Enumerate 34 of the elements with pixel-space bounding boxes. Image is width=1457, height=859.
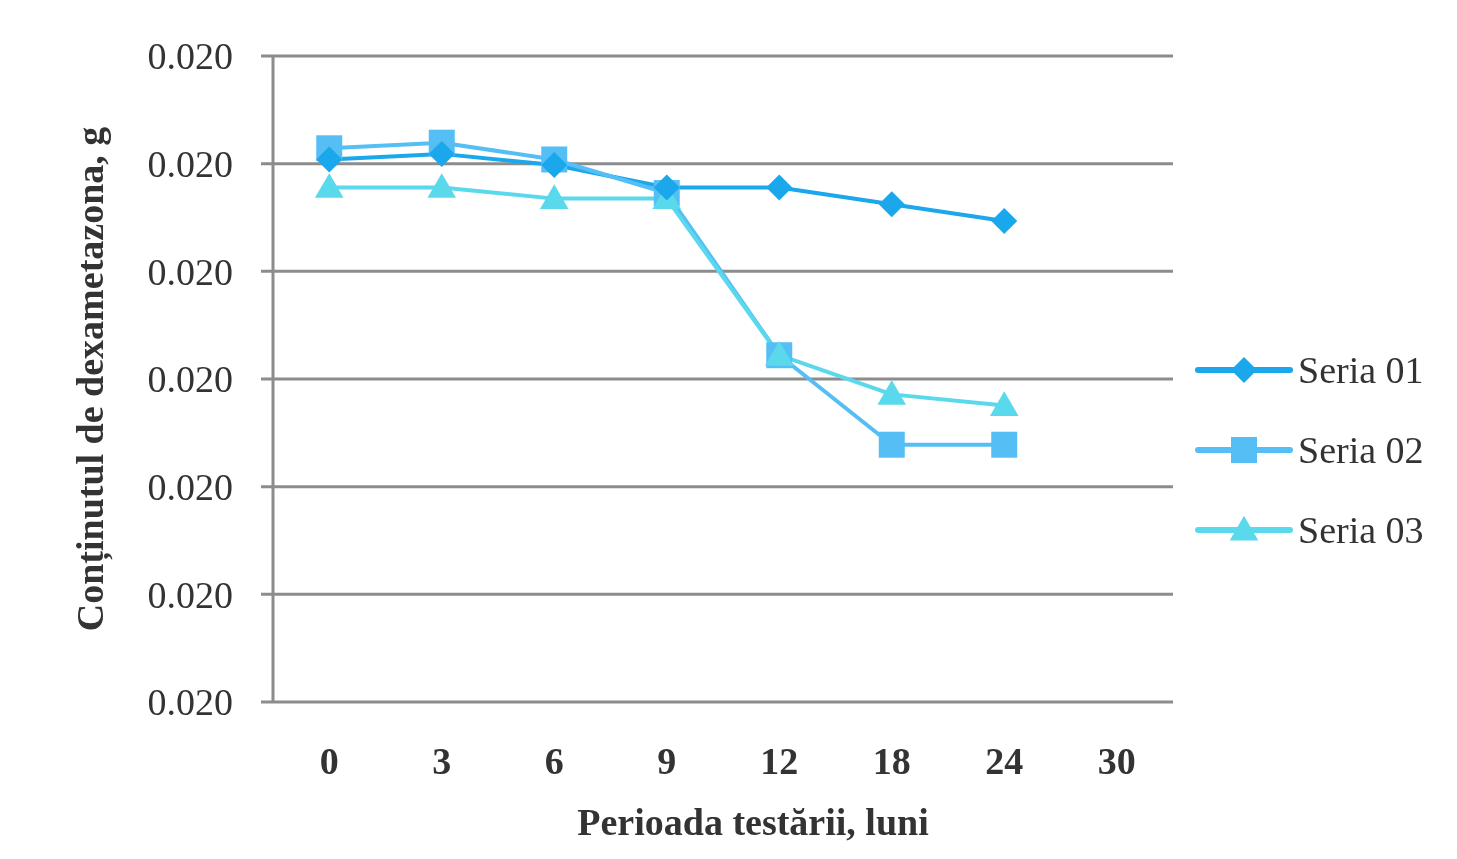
point [991,208,1018,234]
x-tick-label: 18 [872,740,911,782]
text: 0.020 [147,358,233,401]
text: 0.020 [147,681,233,724]
text: 0.020 [147,573,233,616]
legend-label: Seria 02 [1298,429,1424,472]
point [766,174,793,201]
point [653,174,680,201]
x-tick-label: 6 [544,740,564,782]
point [541,152,568,179]
point [539,184,569,210]
text: 0.020 [147,465,233,508]
x-tick-label: 24 [985,740,1024,782]
point [316,146,343,173]
point [314,173,344,198]
point [991,431,1018,458]
point [989,391,1019,416]
x-tick-label: 30 [1097,740,1136,782]
y-axis-title: Conținutul de dexametazona, g [69,126,113,632]
legend-label: Seria 01 [1298,349,1424,392]
point [428,140,455,167]
x-axis-title: Perioada testării, luni [577,801,929,843]
x-tick-label: 12 [760,740,799,782]
text: 0.020 [147,250,233,293]
point [878,191,905,218]
x-tick-label: 0 [319,740,339,782]
text: 0.020 [147,35,233,78]
point [877,380,907,405]
x-tick-label: 9 [657,740,677,782]
point [878,431,905,458]
point [427,173,457,198]
legend-label: Seria 03 [1298,509,1424,552]
text: 0.020 [147,142,233,185]
x-tick-label: 3 [432,740,452,782]
